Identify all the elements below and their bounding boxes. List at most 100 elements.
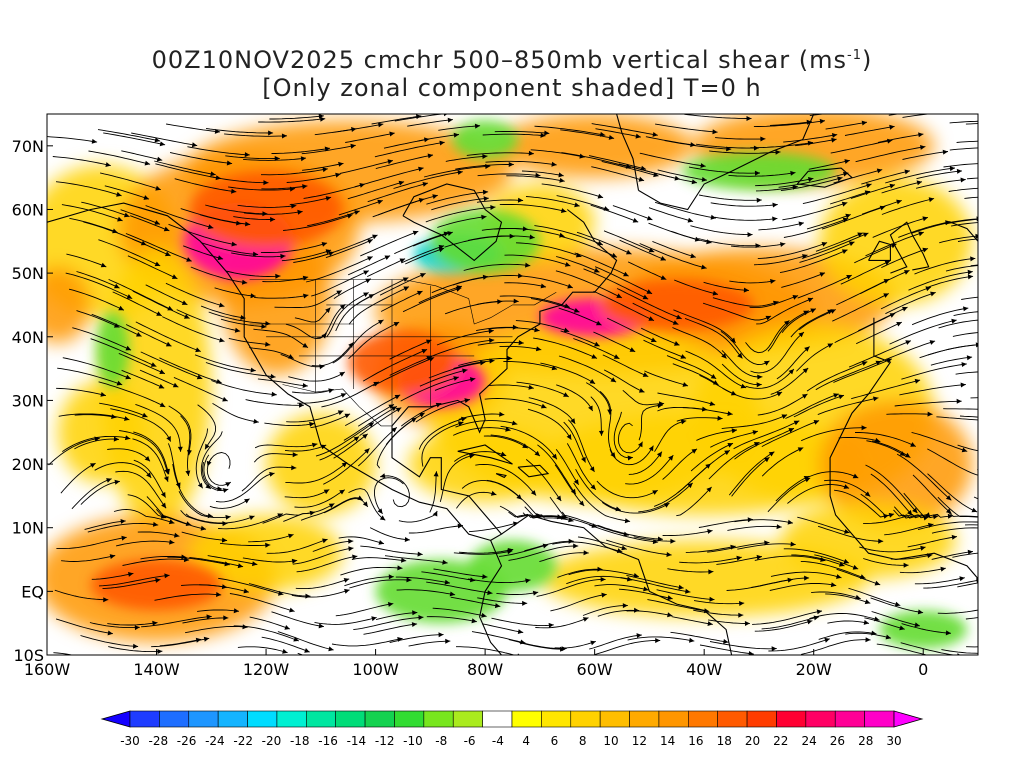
lat-tick-label: 20N [12, 455, 44, 474]
colorbar-max-triangle [894, 711, 922, 727]
lon-tick-label: 160W [24, 660, 71, 679]
colorbar-label: 14 [660, 734, 675, 748]
colorbar-label: -8 [435, 734, 447, 748]
streamline-arrowhead-icon [937, 655, 942, 660]
colorbar-min-triangle [102, 711, 130, 727]
colorbar-label: 8 [579, 734, 587, 748]
colorbar-label: -14 [347, 734, 367, 748]
colorbar-box [394, 711, 423, 727]
streamline-arrowhead-icon [1009, 221, 1014, 226]
colorbar-label: 22 [773, 734, 788, 748]
colorbar-box [130, 711, 159, 727]
streamline-arrowhead-icon [925, 108, 930, 113]
colorbar-box [512, 711, 541, 727]
streamline-arrowhead-icon [1002, 550, 1007, 555]
colorbar-label: -22 [233, 734, 253, 748]
streamline-arrowhead-icon [984, 407, 989, 412]
streamline-arrowhead-icon [1003, 309, 1008, 314]
colorbar-box [336, 711, 365, 727]
lat-tick-label: 40N [12, 328, 44, 347]
colorbar-label: 4 [522, 734, 530, 748]
shear-region [430, 209, 540, 273]
colorbar-box [541, 711, 570, 727]
streamline-arrowhead-icon [980, 515, 985, 520]
colorbar-label: -28 [148, 734, 168, 748]
colorbar-box [747, 711, 776, 727]
streamline-arrowhead-icon [1002, 525, 1007, 530]
shear-region [469, 540, 557, 591]
colorbar-box [571, 711, 600, 727]
streamline-arrowhead-icon [978, 473, 983, 478]
colorbar-box [835, 711, 864, 727]
streamline-arrowhead-icon [1019, 140, 1024, 145]
streamline-arrowhead-icon [979, 318, 984, 323]
colorbar-label: -16 [318, 734, 338, 748]
colorbar-box [600, 711, 629, 727]
streamline-arrowhead-icon [1019, 608, 1024, 613]
streamline-arrowhead-icon [986, 651, 991, 656]
lon-tick-label: 80W [467, 660, 503, 679]
lat-tick-label: 30N [12, 391, 44, 410]
colorbar-label: -4 [492, 734, 504, 748]
lon-tick-label: 100W [352, 660, 399, 679]
colorbar-label: 24 [801, 734, 816, 748]
colorbar-box [277, 711, 306, 727]
colorbar-box [248, 711, 277, 727]
streamline-arrowhead-icon [983, 520, 988, 525]
colorbar-label: -24 [205, 734, 225, 748]
colorbar-label: -30 [120, 734, 140, 748]
colorbar-box [718, 711, 747, 727]
streamline-arrowhead-icon [1015, 576, 1020, 581]
streamline [978, 548, 1024, 552]
colorbar-box [365, 711, 394, 727]
colorbar-label: 20 [745, 734, 760, 748]
colorbar-box [306, 711, 335, 727]
colorbar-label: -18 [290, 734, 310, 748]
streamline-arrowhead-icon [1007, 641, 1012, 646]
colorbar-box [806, 711, 835, 727]
streamline [971, 398, 1024, 401]
colorbar-label: -12 [375, 734, 395, 748]
streamline-arrowhead-icon [1006, 186, 1011, 191]
lon-tick-label: 40W [686, 660, 722, 679]
lat-tick-label: 50N [12, 264, 44, 283]
colorbar-box [159, 711, 188, 727]
streamline [886, 414, 932, 415]
shear-region [496, 114, 693, 178]
colorbar-label: 10 [603, 734, 618, 748]
colorbar-label: -26 [177, 734, 197, 748]
colorbar-box [865, 711, 894, 727]
streamline-arrowhead-icon [1018, 196, 1023, 201]
streamline-arrowhead-icon [1014, 415, 1019, 420]
streamline-arrowhead-icon [1005, 161, 1010, 166]
plot-area [25, 108, 1024, 675]
lon-tick-label: 60W [577, 660, 613, 679]
colorbar-box [688, 711, 717, 727]
colorbar-label: -6 [464, 734, 476, 748]
streamline [971, 265, 1024, 273]
streamline [974, 495, 1022, 502]
lon-tick-label: 120W [243, 660, 290, 679]
lon-tick-label: 140W [133, 660, 180, 679]
streamline-arrowhead-icon [976, 578, 981, 583]
streamline-arrowhead-icon [998, 330, 1003, 335]
colorbar-label: 16 [688, 734, 703, 748]
streamline-arrowhead-icon [987, 263, 992, 268]
streamline-arrowhead-icon [982, 217, 987, 222]
streamline-arrowhead-icon [993, 342, 998, 347]
streamline [977, 465, 1024, 472]
lat-tick-label: 70N [12, 137, 44, 156]
streamline-arrowhead-icon [993, 526, 998, 531]
streamline-arrowhead-icon [102, 660, 107, 665]
colorbar-box [630, 711, 659, 727]
streamline-arrowhead-icon [964, 109, 969, 114]
colorbar-label: 12 [632, 734, 647, 748]
lat-tick-label: 60N [12, 200, 44, 219]
colorbar-label: -20 [262, 734, 282, 748]
shear-region [348, 330, 458, 394]
colorbar-box [189, 711, 218, 727]
streamline-arrowhead-icon [1017, 495, 1023, 500]
